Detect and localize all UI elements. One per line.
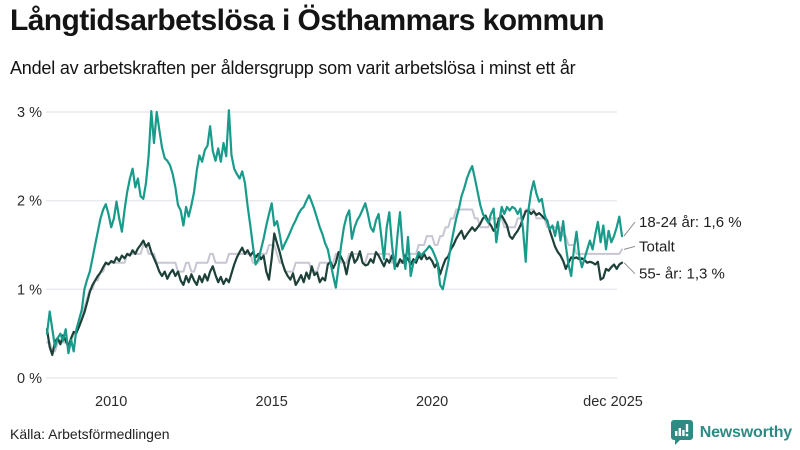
brand-name: Newsworthy	[699, 423, 792, 441]
newsworthy-bubble-chart-icon	[670, 420, 693, 445]
page-title: Långtidsarbetslösa i Östhammars kommun	[10, 4, 605, 37]
y-axis-tick-label: 0 %	[17, 371, 42, 387]
newsworthy-logo[interactable]: Newsworthy	[670, 419, 792, 446]
callout-connector	[623, 221, 636, 237]
series-line-Totalt	[46, 208, 623, 353]
series-line-18-24år	[45, 109, 624, 355]
series-callout-label: 18-24 år: 1,6 %	[639, 214, 742, 231]
series-callout-label: 55- år: 1,3 %	[639, 266, 725, 283]
y-axis-tick-label: 3 %	[17, 105, 42, 121]
source-attribution: Källa: Arbetsförmedlingen	[10, 426, 170, 442]
series-line-55-år	[45, 209, 624, 356]
x-axis-tick-label: 2020	[416, 394, 448, 410]
y-axis-tick-label: 1 %	[17, 282, 42, 298]
callout-connector	[623, 245, 636, 250]
x-axis-tick-label: 2015	[256, 394, 288, 410]
x-axis-tick-label: dec 2025	[583, 394, 643, 410]
series-callout-label: Totalt	[639, 238, 676, 255]
page-subtitle: Andel av arbetskraften per åldersgrupp s…	[10, 58, 576, 78]
x-axis-tick-label: 2010	[95, 394, 127, 410]
y-axis-tick-label: 2 %	[17, 194, 42, 210]
callout-connector	[623, 262, 636, 275]
